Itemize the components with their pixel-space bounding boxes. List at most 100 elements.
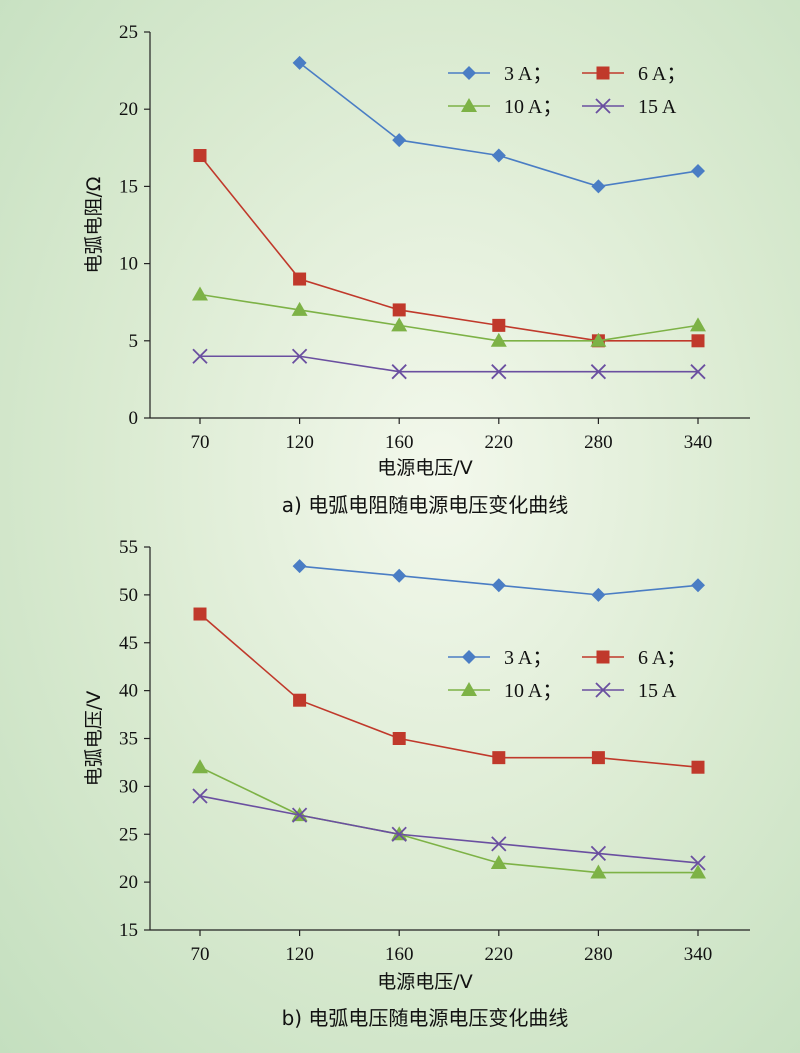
y-axis-title: 电弧电阻/Ω [83,177,105,274]
legend-marker [595,682,611,698]
data-point [590,364,607,380]
legend-label: 10 A； [504,680,562,702]
legend-label: 15 A [638,680,677,702]
data-point [690,864,706,879]
data-point [293,693,307,707]
data-point [492,318,506,332]
data-point [392,568,407,583]
y-tick-label: 20 [119,99,138,120]
series-1 [193,149,705,348]
series-3 [192,348,706,380]
data-point [590,332,607,347]
data-point [392,133,407,148]
y-tick-label: 35 [119,729,138,750]
data-point [590,845,607,862]
data-point [690,317,706,332]
series-line [199,155,698,342]
data-point [492,751,506,765]
legend-label: 3 A； [504,63,552,85]
series-line [200,355,698,373]
legend-marker [595,98,611,114]
x-axis-title: 电源电压/V [377,457,472,479]
data-point [293,272,307,286]
x-tick-label: 220 [485,944,514,965]
x-tick-label: 340 [684,944,713,965]
data-point [691,163,705,178]
data-point [392,303,406,317]
legend-marker [596,66,610,80]
series-line [199,795,699,864]
x-tick-label: 160 [385,944,414,965]
chart-panel-1: 15 20 25 30 35 40 45 50 55 70 120 160 220 280 340 电源电压/… [83,537,750,1030]
y-tick-label: 20 [119,872,138,893]
x-tick-label: 120 [285,432,314,453]
x-axis-title: 电源电压/V [377,971,472,993]
legend-label: 10 A； [504,96,562,118]
data-point [391,826,407,842]
y-tick-label: 15 [119,920,138,941]
data-point [392,732,406,745]
data-point [491,148,506,163]
data-point [591,179,606,194]
x-tick-label: 70 [191,432,210,453]
data-point [590,864,607,879]
data-point [292,55,307,70]
legend-item: 10 A； [448,680,562,702]
series-2 [192,759,706,879]
legend-label: 3 A； [504,647,552,669]
legend-label: 15 A [638,96,677,118]
data-point [192,759,208,774]
y-tick-label: 30 [119,776,138,797]
data-point [391,364,407,380]
legend-label: 6 A； [638,63,686,85]
legend-marker [461,98,477,112]
x-tick-label: 280 [584,944,613,965]
legend-item: 15 A [582,680,677,702]
legend-item: 3 A； [448,63,552,85]
data-point [490,332,507,347]
data-point [391,317,408,332]
legend-marker [461,682,477,696]
y-tick-label: 0 [129,408,139,429]
data-point [591,751,605,765]
x-tick-label: 220 [485,432,514,453]
legend-marker [462,66,476,80]
legend-marker [596,650,610,664]
data-point [291,348,308,364]
x-tick-label: 70 [191,944,210,965]
data-point [192,286,208,301]
x-tick-label: 120 [285,944,314,965]
x-tick-label: 340 [684,432,713,453]
data-point [691,760,705,774]
y-tick-label: 5 [129,331,139,352]
series-0 [292,559,705,602]
data-point [192,348,208,364]
series-3 [192,788,706,871]
series-line [199,766,698,874]
y-tick-label: 10 [119,254,138,275]
data-point [491,578,506,593]
legend-item: 3 A； [448,647,552,669]
legend-label: 6 A； [638,647,686,669]
series-2 [192,286,706,347]
y-tick-label: 25 [119,824,138,845]
chart-caption: a) 电弧电阻随电源电压变化曲线 [282,493,568,517]
data-point [491,836,507,852]
data-point [291,807,308,823]
y-tick-label: 25 [119,22,138,43]
x-tick-label: 160 [385,432,414,453]
y-tick-label: 15 [119,176,138,197]
data-point [193,607,207,621]
data-point [491,364,507,380]
data-point [591,587,606,602]
series-line [199,613,699,769]
series-line [199,293,699,342]
data-point [691,334,705,348]
y-tick-label: 45 [119,633,138,654]
data-point [192,788,208,804]
y-tick-label: 50 [119,585,138,606]
data-point [292,559,307,574]
chart-caption: b) 电弧电压随电源电压变化曲线 [282,1006,569,1030]
series-0 [292,55,705,194]
x-tick-label: 280 [584,432,613,453]
